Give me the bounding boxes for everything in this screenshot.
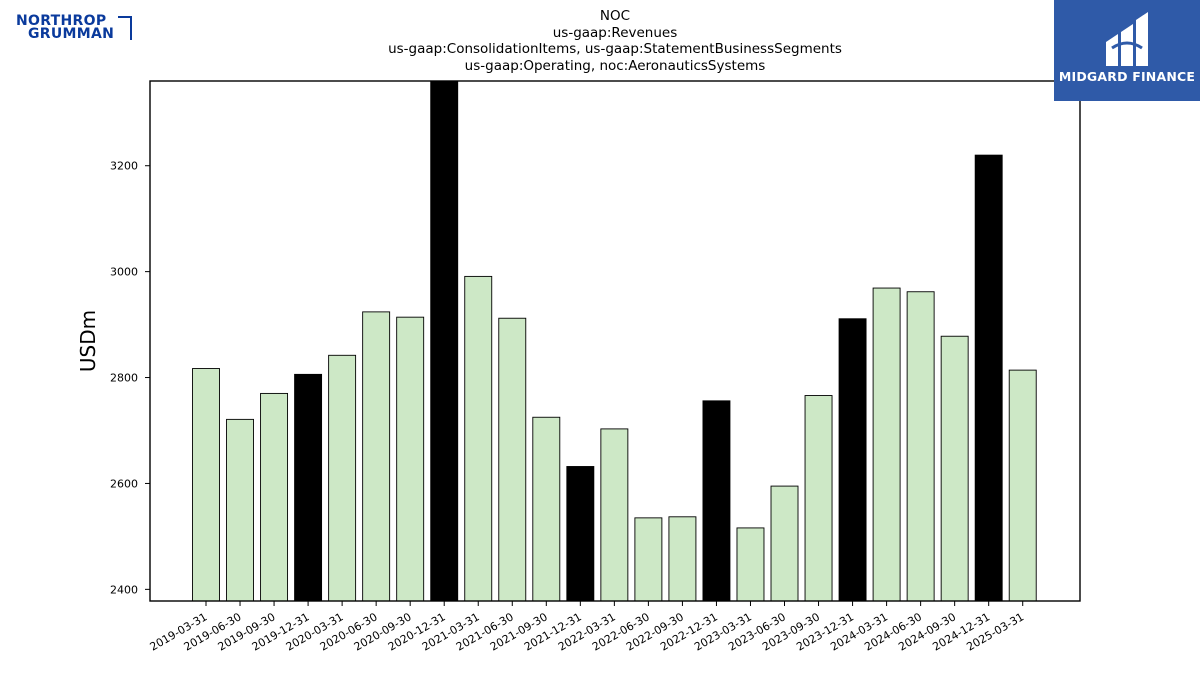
title-line-4: us-gaap:Operating, noc:AeronauticsSystem… bbox=[464, 57, 766, 74]
bar-2020-12-31 bbox=[430, 81, 459, 601]
midgard-mark-icon bbox=[1106, 12, 1148, 66]
plot-frame bbox=[149, 80, 1081, 602]
y-tick-label-2800: 2800 bbox=[110, 372, 138, 385]
title-line-3: us-gaap:ConsolidationItems, us-gaap:Stat… bbox=[388, 41, 842, 57]
bar-2022-12-31 bbox=[702, 400, 731, 601]
bar-2024-09-30 bbox=[940, 335, 969, 601]
logo-line-2: GRUMMAN bbox=[28, 26, 115, 42]
bar-2020-06-30 bbox=[362, 311, 391, 601]
northrop-grumman-logo: NORTHROP GRUMMAN bbox=[14, 14, 134, 44]
y-tick-label-3200: 3200 bbox=[110, 160, 138, 173]
bar-2021-06-30 bbox=[498, 317, 527, 601]
bar-2024-12-31 bbox=[974, 154, 1003, 601]
y-tick-label-2400: 2400 bbox=[110, 583, 138, 596]
bar-2021-12-31 bbox=[566, 466, 595, 601]
bar-2019-06-30 bbox=[226, 418, 254, 601]
chart-title: NOC us-gaap:Revenues us-gaap:Consolidati… bbox=[265, 8, 965, 74]
title-line-2: us-gaap:Revenues bbox=[552, 24, 678, 41]
y-axis-label: USDm bbox=[76, 310, 100, 372]
bar-2019-12-31 bbox=[294, 373, 323, 601]
bar-2021-03-31 bbox=[464, 275, 493, 601]
y-tick-label-3000: 3000 bbox=[110, 266, 138, 279]
bar-2024-03-31 bbox=[872, 287, 901, 601]
bar-2021-09-30 bbox=[532, 416, 561, 601]
midgard-finance-logo: MIDGARD FINANCE bbox=[1054, 0, 1200, 101]
bar-2022-09-30 bbox=[668, 516, 697, 601]
logo-bracket-icon bbox=[118, 16, 132, 40]
bar-2024-06-30 bbox=[906, 291, 935, 601]
bar-2022-06-30 bbox=[634, 517, 663, 601]
bar-2025-03-31 bbox=[1008, 369, 1037, 601]
bar-2022-03-31 bbox=[600, 428, 629, 601]
bar-2019-03-31 bbox=[192, 368, 220, 601]
bar-2023-06-30 bbox=[770, 485, 799, 601]
bar-2023-12-31 bbox=[838, 318, 867, 601]
bar-2023-09-30 bbox=[804, 395, 833, 601]
bar-2020-09-30 bbox=[396, 316, 425, 601]
bar-2019-09-30 bbox=[260, 392, 289, 601]
y-tick-label-2600: 2600 bbox=[110, 477, 138, 490]
bars-group bbox=[192, 81, 1037, 601]
logo-line-1: NORTHROP bbox=[16, 13, 107, 29]
bar-2020-03-31 bbox=[328, 354, 357, 601]
logo-brand-text: MIDGARD FINANCE bbox=[1058, 69, 1196, 84]
bar-2023-03-31 bbox=[736, 527, 765, 601]
title-line-1: NOC bbox=[599, 8, 631, 24]
